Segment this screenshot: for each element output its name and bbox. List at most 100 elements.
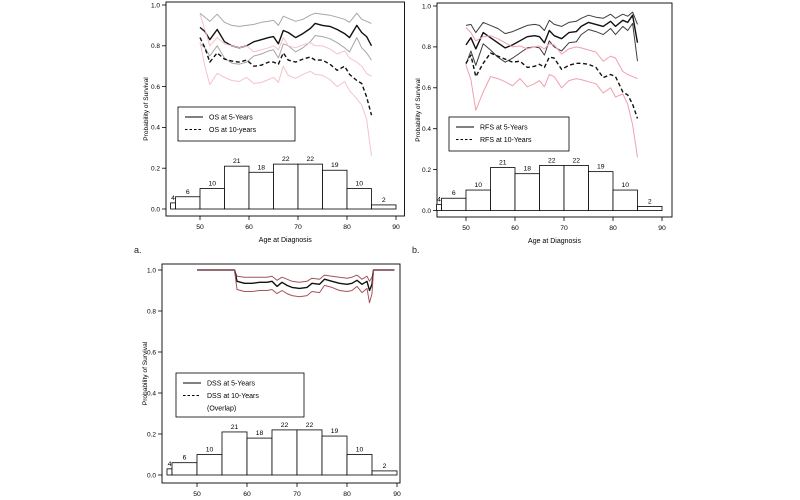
x-tick-label: 90 <box>392 224 400 231</box>
series-line <box>465 11 638 35</box>
histogram-bar <box>465 189 491 211</box>
y-tick-label: 0.8 <box>147 308 156 315</box>
histogram-count-label: 10 <box>356 447 364 454</box>
x-tick-label: 50 <box>196 224 204 231</box>
histogram-count-label: 21 <box>233 158 241 165</box>
histogram-bar <box>514 173 540 211</box>
histogram-count-label: 4 <box>437 196 441 203</box>
y-tick-label: 0.0 <box>147 472 156 479</box>
y-tick-label: 1.0 <box>422 3 431 10</box>
series-line <box>465 27 638 80</box>
histogram-bar <box>199 188 225 210</box>
legend: DSS at 5-Years DSS at 10-Years (Overlap) <box>175 372 305 418</box>
histogram-count-label: 10 <box>355 181 363 188</box>
histogram-count-label: 6 <box>452 190 456 197</box>
y-tick-label: 0.6 <box>151 84 160 91</box>
series-line <box>199 37 373 116</box>
histogram-count-label: 4 <box>168 461 172 468</box>
histogram-count-label: 22 <box>306 156 314 163</box>
histogram-bar <box>297 163 323 210</box>
y-axis: 0.0 0.2 0.4 0.6 0.8 1.0 <box>151 2 166 213</box>
histogram-bar <box>371 470 398 476</box>
x-tick-label: 80 <box>343 491 351 498</box>
histogram-count-label: 19 <box>331 162 339 169</box>
plot-box <box>161 263 401 484</box>
histogram-count-label: 21 <box>231 424 239 431</box>
histogram-bar <box>588 171 614 211</box>
survival-chart-a: 0.0 0.2 0.4 0.6 0.8 1.0 50 60 70 80 90 Age at Diagn… <box>143 1 405 244</box>
panel-a: 0.0 0.2 0.4 0.6 0.8 1.0 50 60 70 80 90 Age at Diagn… <box>140 0 410 250</box>
histogram-bar <box>322 169 348 210</box>
series-line <box>199 12 372 27</box>
histogram-bar <box>371 204 397 210</box>
histogram-count-label: 22 <box>282 156 290 163</box>
histogram-bar <box>563 165 589 211</box>
histogram-count-label: 6 <box>183 455 187 462</box>
plot-box <box>436 2 673 218</box>
histogram-count-label: 2 <box>383 463 387 470</box>
survival-chart-b: 0.0 0.2 0.4 0.6 0.8 1.0 50 60 70 80 90 Age at Diagn… <box>415 2 673 245</box>
survival-curves <box>199 12 373 157</box>
y-tick-label: 0.4 <box>151 125 160 132</box>
histogram-bar <box>171 462 198 476</box>
y-axis-title: Probability of Survival <box>142 341 149 405</box>
panel-c: 0.0 0.2 0.4 0.6 0.8 1.0 50 60 70 80 90 Probability … <box>130 250 410 500</box>
panel-label-a: a. <box>134 245 142 255</box>
histogram-count-label: 22 <box>281 422 289 429</box>
series-line <box>465 65 638 158</box>
legend-label: RFS at 5-Years <box>480 124 528 131</box>
histogram-count-label: 19 <box>597 164 605 171</box>
series-line <box>465 52 639 119</box>
age-histogram: 4 6 10 21 18 22 22 19 10 2 <box>436 158 663 211</box>
histogram-count-label: 21 <box>499 160 507 167</box>
x-tick-label: 90 <box>393 491 401 498</box>
histogram-count-label: 18 <box>256 430 264 437</box>
histogram-count-label: 6 <box>186 189 190 196</box>
histogram-count-label: 10 <box>206 447 214 454</box>
legend-label: RFS at 10-Years <box>480 137 532 144</box>
histogram-count-label: 18 <box>257 164 265 171</box>
histogram-count-label: 22 <box>548 158 556 165</box>
y-axis-title: Probability of Survival <box>415 78 422 142</box>
x-tick-label: 70 <box>294 224 302 231</box>
series-line <box>199 41 372 157</box>
histogram-count-label: 22 <box>572 158 580 165</box>
y-tick-label: 1.0 <box>147 267 156 274</box>
panel-b: 0.0 0.2 0.4 0.6 0.8 1.0 50 60 70 80 90 Age at Diagn… <box>410 0 680 250</box>
histogram-count-label: 4 <box>171 195 175 202</box>
x-tick-label: 60 <box>511 225 519 232</box>
y-tick-label: 0.2 <box>147 431 156 438</box>
histogram-bar <box>296 429 323 476</box>
histogram-count-label: 22 <box>306 422 314 429</box>
histogram-bar <box>490 167 516 211</box>
histogram-bar <box>441 197 467 211</box>
histogram-bar <box>175 196 201 210</box>
y-tick-label: 0.6 <box>422 85 431 92</box>
x-tick-label: 50 <box>462 225 470 232</box>
histogram-count-label: 2 <box>648 198 652 205</box>
series-line <box>197 269 395 283</box>
series-line <box>197 269 395 292</box>
plot-box <box>165 1 405 217</box>
histogram-count-label: 10 <box>208 181 216 188</box>
series-line <box>199 35 372 65</box>
survival-curves <box>197 269 395 304</box>
histogram-bar <box>346 188 372 210</box>
y-tick-label: 0.2 <box>151 166 160 173</box>
x-tick-label: 80 <box>343 224 351 231</box>
x-tick-label: 90 <box>658 225 666 232</box>
y-axis-title: Probability of Survival <box>143 77 150 141</box>
legend-box <box>177 106 296 142</box>
y-axis: 0.0 0.2 0.4 0.6 0.8 1.0 <box>422 3 437 215</box>
histogram-bar <box>271 429 298 476</box>
histogram-bar <box>170 202 176 210</box>
histogram-bar <box>246 437 273 476</box>
y-tick-label: 0.4 <box>422 126 431 133</box>
histogram-bar <box>321 435 348 476</box>
series-line <box>199 22 373 49</box>
histogram-bar <box>273 163 299 210</box>
histogram-bar <box>346 454 373 476</box>
histogram-bar <box>166 468 173 476</box>
histogram-bar <box>248 171 274 210</box>
